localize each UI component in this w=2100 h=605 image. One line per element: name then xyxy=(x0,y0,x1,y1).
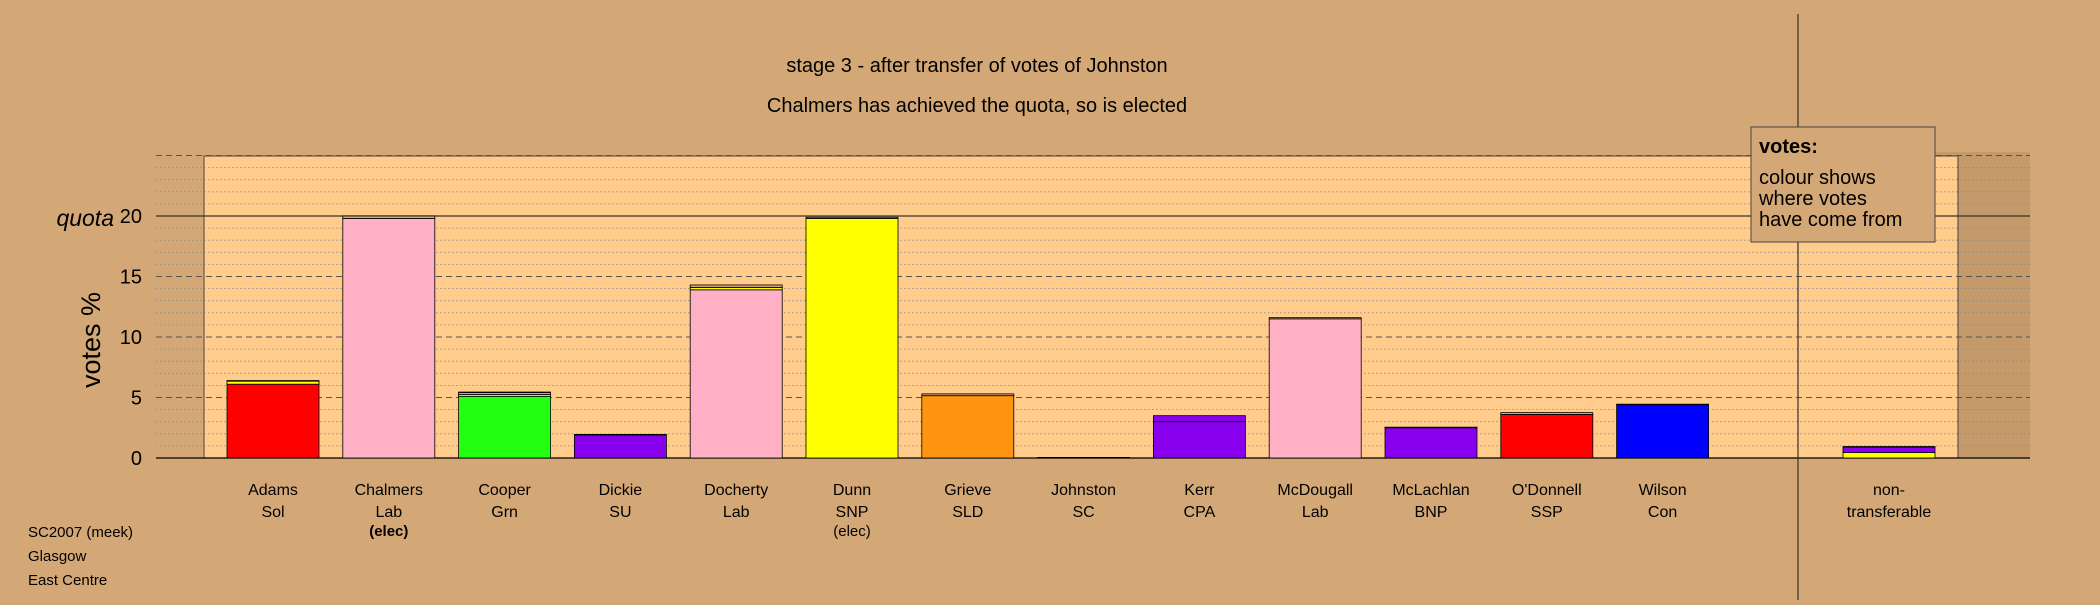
bar-segment-sol xyxy=(226,383,320,459)
bar-segment-sc xyxy=(342,215,436,219)
y-tick-label: 20 xyxy=(120,206,142,228)
x-tick-label-party: Con xyxy=(1648,504,1677,521)
bar-segment-su xyxy=(1842,446,1936,453)
bar-adams xyxy=(226,380,320,459)
x-tick-label-name: Dunn xyxy=(833,482,871,499)
x-tick-label-status: (elec) xyxy=(369,523,408,540)
bar-segment-sc xyxy=(1268,317,1362,320)
x-tick-label-name: Chalmers xyxy=(355,482,423,499)
bar-odonnell xyxy=(1500,412,1594,459)
bars xyxy=(226,215,1936,459)
x-tick-label-nontransferable: transferable xyxy=(1847,504,1932,521)
bar-johnston xyxy=(1037,456,1130,459)
x-tick-label-name: McDougall xyxy=(1277,482,1353,499)
bar-segment-sc xyxy=(805,216,899,219)
x-tick-label-nontransferable: non- xyxy=(1873,482,1905,499)
bar-segment-cpa xyxy=(1153,421,1246,459)
legend-frame xyxy=(1750,126,1936,243)
bar-segment-sc xyxy=(1384,426,1478,429)
chart-title: stage 3 - after transfer of votes of Joh… xyxy=(786,55,1167,77)
bar-nontransferable xyxy=(1842,446,1936,459)
bar-mclachlan xyxy=(1384,426,1478,459)
bar-wilson xyxy=(1616,403,1709,459)
bar-segment-grn xyxy=(458,395,552,459)
legend-line: where votes xyxy=(1758,188,1867,210)
x-tick-label-party: BNP xyxy=(1415,504,1448,521)
footer-line: East Centre xyxy=(28,572,107,589)
x-tick-label-name: Wilson xyxy=(1639,482,1687,499)
x-tick-label-name: Adams xyxy=(248,482,298,499)
y-tick-label: 0 xyxy=(131,448,142,470)
x-tick-label-party: Grn xyxy=(491,504,518,521)
x-tick-label-party: SC xyxy=(1072,504,1094,521)
bar-segment-sc xyxy=(1842,446,1936,448)
bar-segment-ssp xyxy=(1500,414,1594,459)
bar-segment-sc xyxy=(921,393,1015,397)
y-tick-label: 5 xyxy=(131,388,142,410)
bar-segment-sc xyxy=(689,284,783,288)
y-axis-label: votes % xyxy=(76,292,106,388)
bar-mcdougall xyxy=(1268,317,1362,459)
legend-line: colour shows xyxy=(1759,167,1876,189)
bar-segment-lab xyxy=(342,218,436,459)
bar-docherty xyxy=(689,284,783,459)
x-tick-label-party: SU xyxy=(609,504,631,521)
bar-segment-sc xyxy=(574,434,667,436)
bar-cooper xyxy=(458,391,552,459)
bar-segment-lab xyxy=(1268,318,1362,459)
bar-chalmers xyxy=(342,215,436,459)
x-tick-label-name: Grieve xyxy=(944,482,991,499)
y-tick-label: 15 xyxy=(120,267,142,289)
bar-segment-sc xyxy=(1037,456,1130,459)
x-tick-label-party: Lab xyxy=(375,504,402,521)
bar-segment-lab xyxy=(689,289,783,459)
x-tick-label-name: Dickie xyxy=(599,482,643,499)
x-tick-label-name: Kerr xyxy=(1184,482,1215,499)
x-tick-label-name: Docherty xyxy=(704,482,768,499)
chart-subtitle: Chalmers has achieved the quota, so is e… xyxy=(767,95,1187,117)
bar-kerr xyxy=(1153,415,1246,459)
x-tick-label-party: SSP xyxy=(1531,504,1563,521)
y-tick-label: 10 xyxy=(120,327,142,349)
bar-segment-su xyxy=(1153,415,1246,423)
bar-dickie xyxy=(574,434,667,459)
x-tick-label-status: (elec) xyxy=(833,523,871,540)
legend-heading: votes: xyxy=(1759,136,1818,158)
bar-segment-sc xyxy=(1500,412,1594,415)
footer-line: Glasgow xyxy=(28,548,87,565)
bar-segment-snp xyxy=(805,218,899,459)
bar-segment-snp xyxy=(1842,452,1936,459)
quota-label: quota xyxy=(56,205,114,231)
x-tick-label-party: Lab xyxy=(723,504,750,521)
x-tick-label-name: Cooper xyxy=(478,482,531,499)
x-axis-labels: Adams Sol Chalmers Lab (elec) Cooper Grn Dickie… xyxy=(248,482,1931,540)
bar-segment-sc xyxy=(226,380,320,382)
bar-dunn xyxy=(805,216,899,459)
bar-segment-con xyxy=(1616,404,1709,459)
x-tick-label-name: O'Donnell xyxy=(1512,482,1582,499)
x-tick-label-party: Sol xyxy=(261,504,284,521)
bar-segment-sc xyxy=(458,391,552,394)
bar-segment-su xyxy=(574,434,667,459)
x-tick-label-party: SLD xyxy=(952,504,983,521)
x-tick-label-name: Johnston xyxy=(1051,482,1116,499)
bar-segment-sld xyxy=(921,395,1015,459)
legend-line: have come from xyxy=(1759,209,1902,231)
y-axis: 0 5 10 15 20 xyxy=(120,206,142,470)
bar-segment-bnp xyxy=(1384,427,1478,459)
x-tick-label-party: CPA xyxy=(1184,504,1216,521)
x-tick-label-name: McLachlan xyxy=(1392,482,1469,499)
bar-grieve xyxy=(921,393,1015,459)
footer-line: SC2007 (meek) xyxy=(28,524,133,541)
bar-segment-sc xyxy=(1616,403,1709,406)
bar-segment-snp xyxy=(226,380,320,385)
legend-box: votes: colour shows where votes have com… xyxy=(1750,126,1936,243)
x-tick-label-party: Lab xyxy=(1302,504,1329,521)
x-tick-label-party: SNP xyxy=(836,504,869,521)
